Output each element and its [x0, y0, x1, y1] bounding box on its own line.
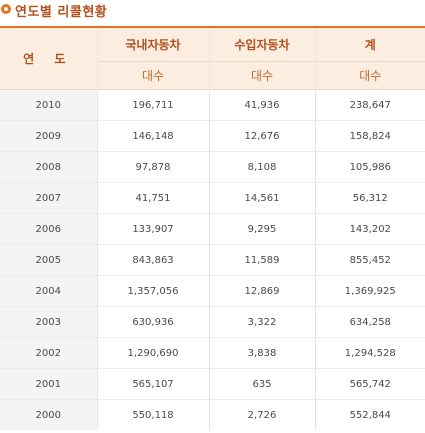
table-row: 2008 97,878 8,108 105,986 — [0, 151, 425, 183]
table-row: 2000 550,118 2,726 552,844 — [0, 399, 425, 430]
imported-cell: 12,869 — [209, 275, 316, 307]
year-cell: 2006 — [0, 213, 98, 245]
total-cell: 143,202 — [315, 213, 425, 245]
year-cell: 2005 — [0, 244, 98, 276]
total-cell: 634,258 — [315, 306, 425, 338]
year-cell: 2008 — [0, 151, 98, 183]
table-row: 2002 1,290,690 3,838 1,294,528 — [0, 337, 425, 369]
year-cell: 2001 — [0, 368, 98, 400]
imported-cell: 2,726 — [209, 399, 316, 430]
domestic-cell: 550,118 — [97, 399, 210, 430]
divider — [0, 26, 425, 28]
imported-cell: 11,589 — [209, 244, 316, 276]
table-row: 2004 1,357,056 12,869 1,369,925 — [0, 275, 425, 307]
section-title: 연도별 리콜현황 — [15, 5, 108, 20]
domestic-cell: 1,357,056 — [97, 275, 210, 307]
domestic-cell: 97,878 — [97, 151, 210, 183]
imported-cell: 3,322 — [209, 306, 316, 338]
table-row: 2009 146,148 12,676 158,824 — [0, 120, 425, 152]
imported-cell: 635 — [209, 368, 316, 400]
total-cell: 1,294,528 — [315, 337, 425, 369]
domestic-cell: 565,107 — [97, 368, 210, 400]
domestic-cell: 630,936 — [97, 306, 210, 338]
total-cell: 565,742 — [315, 368, 425, 400]
imported-cell: 8,108 — [209, 151, 316, 183]
domestic-column-header: 국내자동차 — [97, 28, 210, 62]
imported-cell: 14,561 — [209, 182, 316, 214]
table-row: 2010 196,711 41,936 238,647 — [0, 89, 425, 121]
total-cell: 105,986 — [315, 151, 425, 183]
domestic-cell: 1,290,690 — [97, 337, 210, 369]
imported-column-header: 수입자동차 — [209, 28, 316, 62]
imported-cell: 9,295 — [209, 213, 316, 245]
total-unit-header: 대수 — [315, 61, 425, 90]
year-column-header: 연 도 — [0, 28, 98, 90]
domestic-unit-header: 대수 — [97, 61, 210, 90]
section-header: 연도별 리콜현황 — [0, 0, 425, 20]
total-cell: 56,312 — [315, 182, 425, 214]
year-cell: 2007 — [0, 182, 98, 214]
total-column-header: 계 — [315, 28, 425, 62]
domestic-cell: 146,148 — [97, 120, 210, 152]
table-row: 2001 565,107 635 565,742 — [0, 368, 425, 400]
domestic-cell: 133,907 — [97, 213, 210, 245]
year-cell: 2010 — [0, 89, 98, 121]
year-cell: 2004 — [0, 275, 98, 307]
imported-unit-header: 대수 — [209, 61, 316, 90]
year-cell: 2003 — [0, 306, 98, 338]
total-cell: 158,824 — [315, 120, 425, 152]
table-row: 2003 630,936 3,322 634,258 — [0, 306, 425, 338]
domestic-cell: 843,863 — [97, 244, 210, 276]
total-cell: 238,647 — [315, 89, 425, 121]
domestic-cell: 196,711 — [97, 89, 210, 121]
imported-cell: 12,676 — [209, 120, 316, 152]
year-cell: 2002 — [0, 337, 98, 369]
subheader-row: 대수 대수 대수 — [0, 61, 425, 90]
recall-table: 연 도 국내자동차 수입자동차 계 대수 대수 대수 2010 196,711 … — [0, 28, 425, 430]
total-cell: 855,452 — [315, 244, 425, 276]
total-cell: 552,844 — [315, 399, 425, 430]
domestic-cell: 41,751 — [97, 182, 210, 214]
bullet-icon — [1, 4, 11, 14]
imported-cell: 3,838 — [209, 337, 316, 369]
table-row: 2006 133,907 9,295 143,202 — [0, 213, 425, 245]
year-cell: 2000 — [0, 399, 98, 430]
header-row: 연 도 국내자동차 수입자동차 계 — [0, 28, 425, 90]
table-row: 2005 843,863 11,589 855,452 — [0, 244, 425, 276]
table-row: 2007 41,751 14,561 56,312 — [0, 182, 425, 214]
year-cell: 2009 — [0, 120, 98, 152]
imported-cell: 41,936 — [209, 89, 316, 121]
total-cell: 1,369,925 — [315, 275, 425, 307]
